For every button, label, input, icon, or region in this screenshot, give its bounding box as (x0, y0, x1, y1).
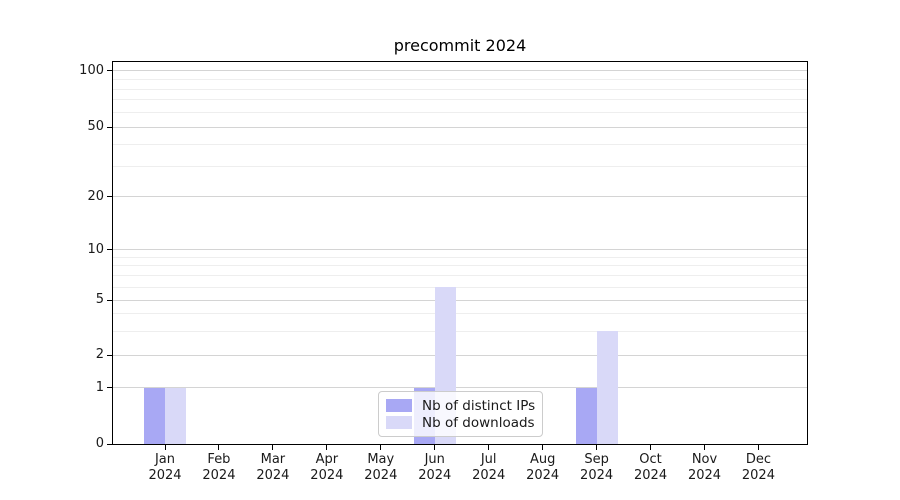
x-tick-mark (757, 445, 759, 450)
gridline-major (113, 249, 807, 251)
x-tick-year: 2024 (741, 467, 775, 483)
x-tick-mark (164, 445, 166, 450)
x-tick-label: Nov 2024 (675, 452, 735, 483)
x-tick-year: 2024 (580, 467, 614, 483)
gridline-major (113, 387, 807, 389)
x-tick-year: 2024 (364, 467, 398, 483)
bar-distinct-ips (575, 388, 597, 444)
y-tick-label: 0 (95, 436, 104, 451)
y-tick-mark (107, 354, 112, 356)
x-tick-month: Oct (639, 452, 662, 467)
gridline-minor (113, 165, 807, 167)
gridline-major (113, 354, 807, 356)
legend-swatch-downloads (386, 416, 412, 429)
x-tick-label: Mar 2024 (243, 452, 303, 483)
x-tick-month: Aug (529, 452, 556, 467)
y-tick-label: 50 (87, 119, 104, 135)
x-tick-label: Jul 2024 (459, 452, 519, 483)
gridline-minor (113, 111, 807, 113)
x-tick-month: May (367, 452, 395, 467)
gridline-minor (113, 143, 807, 145)
x-tick-month: Dec (745, 452, 772, 467)
x-tick-mark (218, 445, 220, 450)
x-tick-label: Apr 2024 (297, 452, 357, 483)
x-tick-mark (704, 445, 705, 450)
gridline-minor (113, 286, 807, 288)
x-tick-month: Apr (315, 452, 339, 467)
x-tick-mark (326, 445, 328, 450)
y-tick-label: 2 (95, 347, 104, 363)
x-tick-mark (650, 445, 652, 450)
x-tick-month: Jan (154, 452, 176, 467)
x-tick-label: Jan 2024 (135, 452, 195, 483)
x-tick-label: Aug 2024 (513, 452, 573, 483)
y-tick-label: 100 (79, 62, 104, 78)
legend-label: Nb of distinct IPs (422, 397, 536, 414)
x-tick-year: 2024 (634, 467, 668, 483)
x-tick-mark (434, 445, 436, 450)
x-tick-month: Mar (260, 452, 286, 467)
x-tick-mark (488, 445, 490, 450)
x-tick-mark (596, 445, 598, 450)
x-tick-label: Sep 2024 (567, 452, 627, 483)
x-tick-year: 2024 (256, 467, 290, 483)
y-tick-mark (107, 196, 112, 198)
y-tick-mark (107, 299, 112, 301)
x-tick-month: Feb (207, 452, 231, 467)
x-tick-label: Feb 2024 (189, 452, 249, 483)
gridline-major (113, 70, 807, 72)
plot-area (112, 61, 808, 445)
y-tick-mark (107, 249, 112, 251)
gridline-major (113, 299, 807, 301)
legend-label: Nb of downloads (422, 414, 535, 431)
bar-downloads (596, 331, 618, 444)
x-tick-mark (542, 445, 544, 450)
x-tick-year: 2024 (148, 467, 182, 483)
gridline-minor (113, 330, 807, 332)
x-tick-label: Jun 2024 (405, 452, 465, 483)
x-tick-label: Oct 2024 (621, 452, 681, 483)
gridline-minor (113, 78, 807, 80)
legend-entry-downloads: Nb of downloads (386, 414, 535, 431)
x-tick-month: Nov (691, 452, 718, 467)
gridline-minor (113, 88, 807, 90)
gridline-minor (113, 99, 807, 101)
gridline-minor (113, 313, 807, 315)
legend: Nb of distinct IPs Nb of downloads (378, 391, 543, 437)
x-tick-month: Jun (424, 452, 445, 467)
x-tick-year: 2024 (418, 467, 452, 483)
x-tick-year: 2024 (472, 467, 506, 483)
y-tick-label: 20 (87, 188, 104, 204)
y-tick-mark (107, 387, 112, 389)
gridline-minor (113, 265, 807, 267)
y-tick-label: 5 (95, 292, 104, 308)
x-tick-month: Jul (480, 452, 497, 467)
legend-swatch-distinct-ips (386, 399, 412, 412)
x-tick-label: May 2024 (351, 452, 411, 483)
gridline-minor (113, 275, 807, 277)
x-tick-mark (272, 445, 274, 450)
gridline-major (113, 196, 807, 198)
y-tick-mark (107, 70, 112, 72)
x-tick-year: 2024 (310, 467, 344, 483)
gridline-minor (113, 256, 807, 258)
y-tick-label: 1 (95, 379, 104, 395)
y-tick-label: 10 (87, 241, 104, 257)
x-tick-mark (380, 445, 382, 450)
bar-downloads (165, 388, 186, 444)
x-tick-year: 2024 (526, 467, 560, 483)
y-tick-mark (107, 443, 112, 445)
bar-distinct-ips (144, 388, 165, 444)
chart-title: precommit 2024 (393, 36, 527, 55)
x-tick-month: Sep (584, 452, 609, 467)
y-tick-mark (107, 126, 112, 128)
legend-entry-distinct-ips: Nb of distinct IPs (386, 397, 536, 414)
x-tick-year: 2024 (202, 467, 236, 483)
x-tick-year: 2024 (687, 467, 722, 483)
x-tick-label: Dec 2024 (728, 452, 788, 483)
gridline-major (113, 126, 807, 128)
